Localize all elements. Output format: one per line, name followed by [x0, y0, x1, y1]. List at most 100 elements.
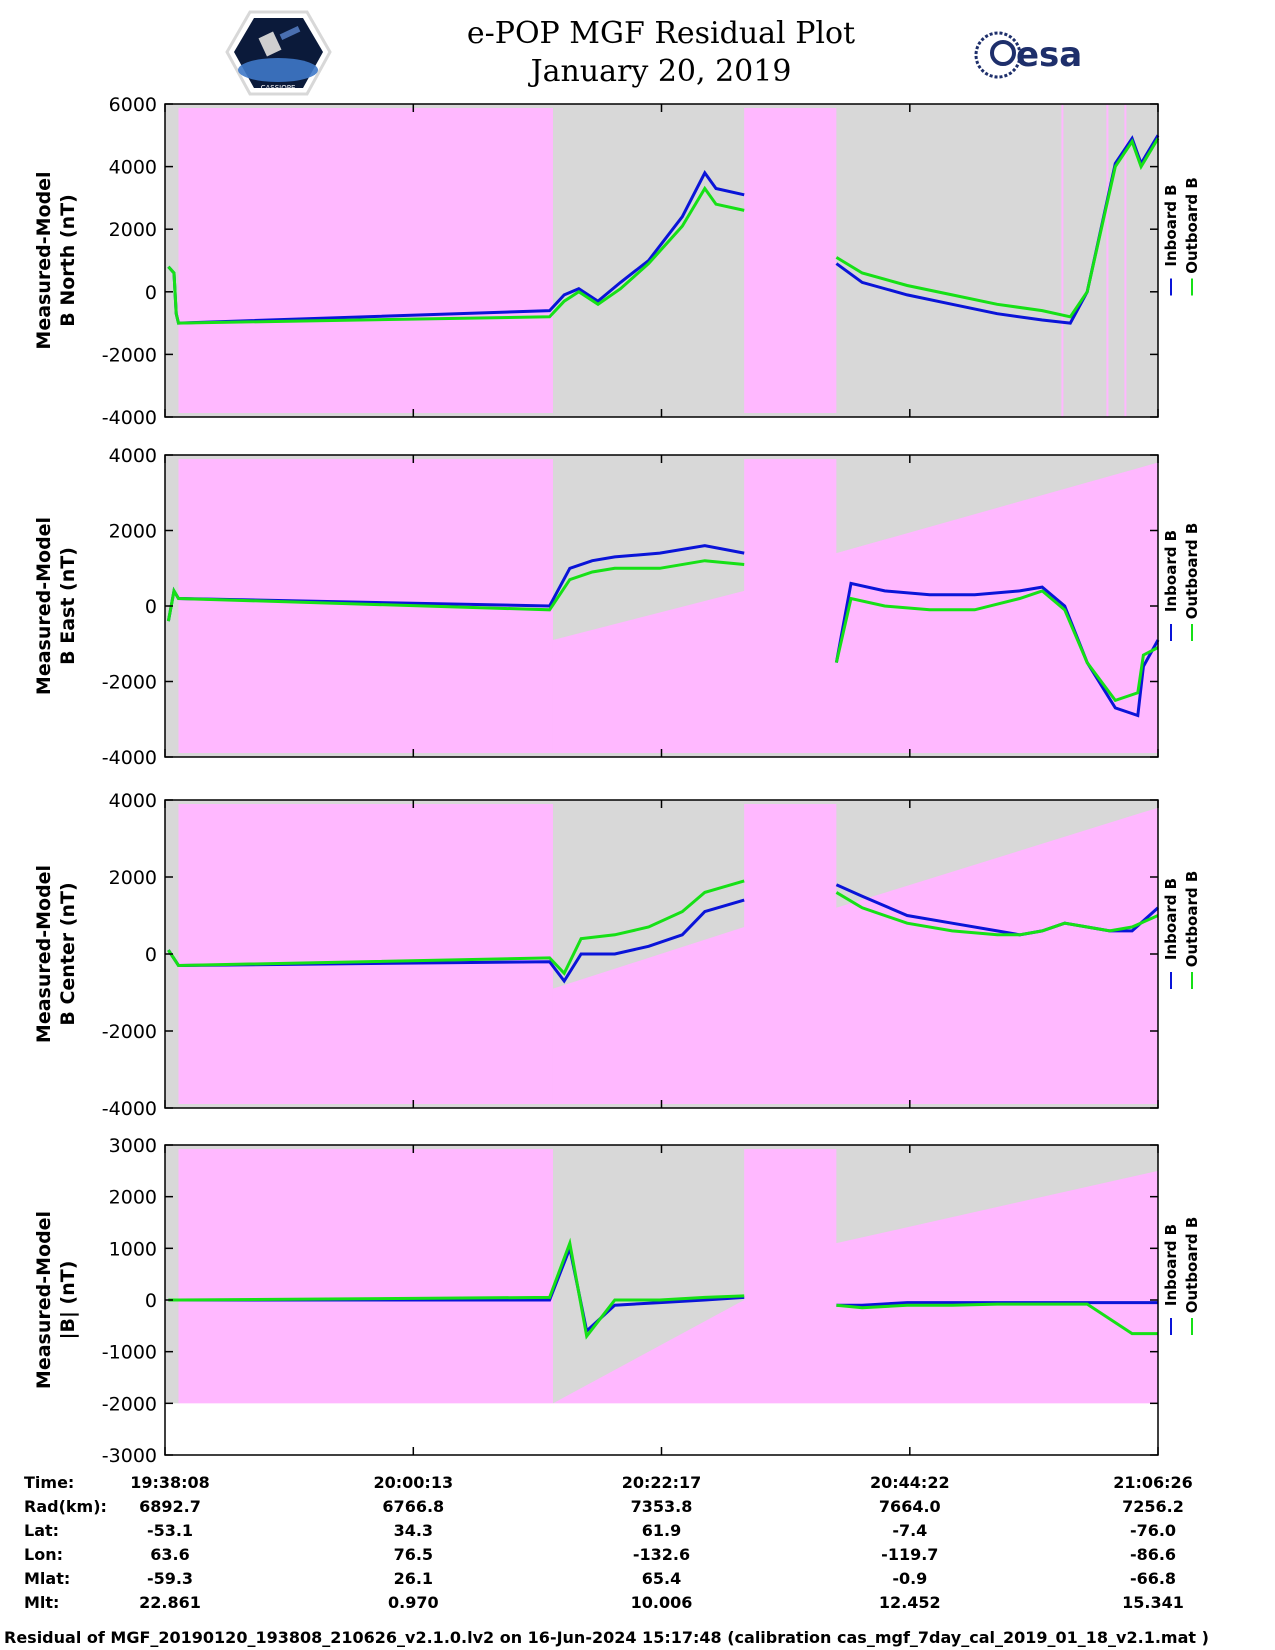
series-line-inboard — [834, 581, 1160, 718]
y-tick-label: 0 — [145, 282, 157, 304]
panel-b-north: 6000 4000 2000 0 -2000 -4000 Measured-Model B N… — [33, 94, 1201, 429]
y-tick-label: 2000 — [109, 219, 157, 241]
esa-logo: esa — [974, 31, 1082, 79]
info-row-value: -86.6 — [1130, 1545, 1176, 1564]
info-row-value: 76.5 — [394, 1545, 433, 1564]
y-tick-label: -2000 — [102, 672, 157, 694]
panel-b-center: 4000 2000 0 -2000 -4000 Measured-Model B Cente… — [33, 790, 1201, 1120]
series-line-outboard — [835, 137, 1160, 319]
info-row-label: Mlat: — [24, 1569, 70, 1588]
chart-subtitle: January 20, 2019 — [528, 54, 792, 89]
pink-region — [178, 804, 553, 1104]
info-row-value: -132.6 — [633, 1545, 690, 1564]
info-row-label: Lon: — [24, 1545, 63, 1564]
info-row-value: 7664.0 — [879, 1497, 941, 1516]
legend-label-inboard: Inboard B — [1162, 184, 1180, 266]
y-tick-label: 0 — [145, 596, 157, 618]
y-tick-label: 2000 — [109, 867, 157, 889]
info-row-value: 22.861 — [139, 1593, 201, 1612]
series-line-outboard — [836, 1302, 1158, 1336]
y-tick-label: -2000 — [102, 344, 157, 366]
y-axis-label: Measured-Model B North (nT) — [33, 171, 79, 349]
info-row-value: 6766.8 — [382, 1497, 444, 1516]
chart-title: e-POP MGF Residual Plot — [467, 16, 855, 51]
y-tick-label: 4000 — [109, 445, 157, 467]
info-row-value: 63.6 — [150, 1545, 189, 1564]
legend-label-outboard: Outboard B — [1183, 871, 1201, 968]
legend-label-outboard: Outboard B — [1183, 177, 1201, 274]
panels: 6000 4000 2000 0 -2000 -4000 Measured-Model B N… — [33, 94, 1201, 1467]
info-row-value: 65.4 — [642, 1569, 681, 1588]
info-row-value: -119.7 — [881, 1545, 938, 1564]
legend-label-outboard: Outboard B — [1183, 1217, 1201, 1314]
info-row-value: -0.9 — [892, 1569, 927, 1588]
cassiope-logo-text: CASSIOPE — [261, 84, 296, 92]
y-tick-label: -2000 — [102, 1393, 157, 1415]
pink-region — [744, 108, 837, 413]
series-line-outboard — [167, 879, 745, 976]
pink-region — [552, 804, 1158, 1104]
legend-label-inboard: Inboard B — [1162, 878, 1180, 960]
info-row-value: -59.3 — [147, 1569, 193, 1588]
y-tick-label: 0 — [145, 1290, 157, 1312]
y-tick-label: 2000 — [109, 1187, 157, 1209]
info-row-value: -7.4 — [892, 1521, 927, 1540]
legend-label-inboard: Inboard B — [1162, 530, 1180, 612]
info-row-label: Lat: — [24, 1521, 59, 1540]
y-tick-label: 6000 — [109, 94, 157, 116]
info-row-label: Rad(km): — [24, 1497, 107, 1516]
y-axis-label: Measured-Model B East (nT) — [33, 517, 79, 695]
series-line-outboard — [166, 559, 745, 622]
info-row-value: 0.970 — [388, 1593, 439, 1612]
info-row-value: 7353.8 — [631, 1497, 693, 1516]
info-row-value: 61.9 — [642, 1521, 681, 1540]
info-row-value: 12.452 — [879, 1593, 941, 1612]
legend: Inboard B Outboard B — [1162, 523, 1201, 641]
y-tick-label: -2000 — [102, 1021, 157, 1043]
series-line-outboard — [167, 185, 745, 325]
y-tick-label: 2000 — [109, 521, 157, 543]
pink-region — [178, 1170, 553, 1404]
y-tick-label: 1000 — [109, 1238, 157, 1260]
info-row-value: 26.1 — [394, 1569, 433, 1588]
footer-text: Residual of MGF_20190120_193808_210626_v… — [4, 1628, 1209, 1647]
info-row-value: 10.006 — [631, 1593, 693, 1612]
info-row-value: 20:00:13 — [374, 1473, 454, 1492]
y-tick-label: 4000 — [109, 790, 157, 812]
info-row-value: 6892.7 — [139, 1497, 201, 1516]
series-line-outboard — [168, 1237, 745, 1340]
legend: Inboard B Outboard B — [1162, 177, 1201, 296]
info-row-value: 7256.2 — [1122, 1497, 1184, 1516]
y-tick-label: -4000 — [102, 407, 157, 429]
empty-area — [165, 1403, 1158, 1455]
y-tick-label: 0 — [145, 944, 157, 966]
panel-b-magnitude: 3000 2000 1000 0 -1000 -2000 -3000 Measured-Mod… — [33, 1135, 1201, 1467]
y-tick-label: 4000 — [109, 157, 157, 179]
panel-b-east: 4000 2000 0 -2000 -4000 Measured-Model B East … — [33, 445, 1201, 769]
legend: Inboard B Outboard B — [1162, 871, 1201, 989]
info-row-label: Time: — [24, 1473, 74, 1492]
y-tick-label: -1000 — [102, 1342, 157, 1364]
info-row-label: Mlt: — [24, 1593, 59, 1612]
series-line-outboard — [835, 891, 1159, 937]
info-row-value: 21:06:26 — [1113, 1473, 1193, 1492]
legend-label-outboard: Outboard B — [1183, 523, 1201, 620]
info-row-value: 20:44:22 — [870, 1473, 950, 1492]
y-tick-label: -3000 — [102, 1445, 157, 1467]
y-axis-label: Measured-Model B Center (nT) — [33, 865, 79, 1043]
series-line-inboard — [167, 898, 745, 984]
y-tick-label: -4000 — [102, 747, 157, 769]
info-row-value: -66.8 — [1130, 1569, 1176, 1588]
pink-region — [552, 1149, 1158, 1451]
info-row-value: 34.3 — [394, 1521, 433, 1540]
y-tick-label: -4000 — [102, 1098, 157, 1120]
y-tick-label: 3000 — [109, 1135, 157, 1157]
esa-logo-text: esa — [1016, 35, 1082, 75]
header: CASSIOPE e-POP MGF Residual Plot January… — [225, 10, 1082, 96]
y-axis-label: Measured-Model |B| (nT) — [33, 1211, 79, 1389]
x-axis-info-table: Time: 19:38:08 20:00:13 20:22:17 20:44:22 21:… — [24, 1473, 1193, 1612]
legend-label-inboard: Inboard B — [1162, 1224, 1180, 1306]
info-row-value: 15.341 — [1122, 1593, 1184, 1612]
pink-region — [178, 108, 553, 413]
